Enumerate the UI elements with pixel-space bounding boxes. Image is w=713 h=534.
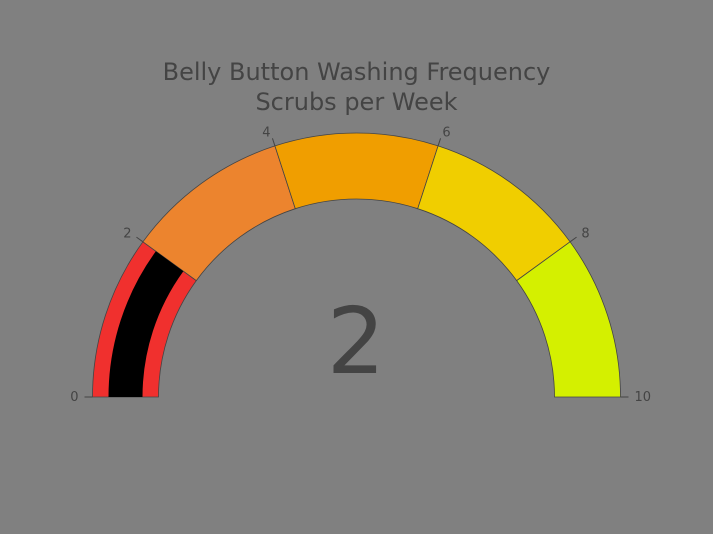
gauge-tick-label-2: 4 <box>262 126 270 141</box>
gauge-tick-label-4: 8 <box>581 227 589 242</box>
gauge-tick-label-3: 6 <box>442 126 450 141</box>
gauge-tick-label-5: 10 <box>635 390 652 405</box>
gauge-tick-label-1: 2 <box>123 227 131 242</box>
gauge-tick-3 <box>437 138 442 147</box>
gauge-step-2 <box>274 132 439 210</box>
gauge-tick-2 <box>271 138 276 147</box>
gauge-tick-1 <box>136 236 144 243</box>
gauge-value: 2 <box>326 288 386 395</box>
chart-title-line-1: Belly Button Washing Frequency <box>162 58 551 86</box>
gauge-tick-4 <box>569 236 577 243</box>
gauge-value-bar <box>108 251 184 397</box>
chart-title-line-2: Scrubs per Week <box>255 88 458 116</box>
gauge-tick-label-0: 0 <box>70 390 78 405</box>
chart-title: Belly Button Washing Frequency Scrubs pe… <box>0 57 713 117</box>
